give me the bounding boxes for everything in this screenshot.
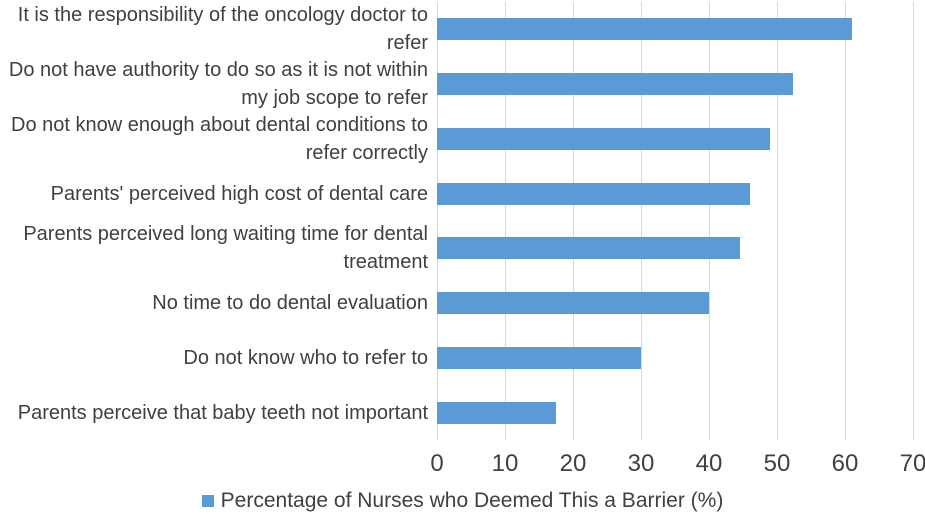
bar <box>437 182 750 205</box>
gridline <box>776 2 778 440</box>
category-label: Do not know enough about dental conditio… <box>11 113 428 164</box>
x-tick-label: 40 <box>695 450 723 477</box>
category-label: Parents' perceived high cost of dental c… <box>50 182 428 205</box>
x-tick-label: 30 <box>627 450 655 477</box>
x-tick-label: 70 <box>899 450 925 477</box>
bar <box>437 346 641 369</box>
bar <box>437 292 709 315</box>
bar <box>437 127 771 150</box>
gridline <box>572 2 574 440</box>
x-tick-label: 10 <box>491 450 519 477</box>
bar <box>437 18 852 41</box>
gridline <box>912 2 914 440</box>
category-label: It is the responsibility of the oncology… <box>17 4 428 55</box>
legend: Percentage of Nurses who Deemed This a B… <box>0 489 925 513</box>
gridline <box>844 2 846 440</box>
legend-label: Percentage of Nurses who Deemed This a B… <box>220 489 724 512</box>
bar <box>437 237 740 260</box>
gridline <box>640 2 642 440</box>
x-tick-label: 60 <box>831 450 859 477</box>
category-label: Do not know who to refer to <box>183 346 428 369</box>
category-label: Do not have authority to do so as it is … <box>8 59 428 110</box>
bar <box>437 401 556 424</box>
gridline <box>708 2 710 440</box>
gridline <box>436 2 438 440</box>
x-tick-label: 20 <box>559 450 587 477</box>
category-label: Parents perceive that baby teeth not imp… <box>17 401 428 424</box>
bar <box>437 73 794 96</box>
category-label: Parents perceived long waiting time for … <box>23 223 428 274</box>
gridline <box>504 2 506 440</box>
legend-marker-icon <box>201 495 214 507</box>
category-label: No time to do dental evaluation <box>152 292 428 315</box>
x-tick-label: 0 <box>430 450 444 477</box>
x-tick-label: 50 <box>763 450 791 477</box>
